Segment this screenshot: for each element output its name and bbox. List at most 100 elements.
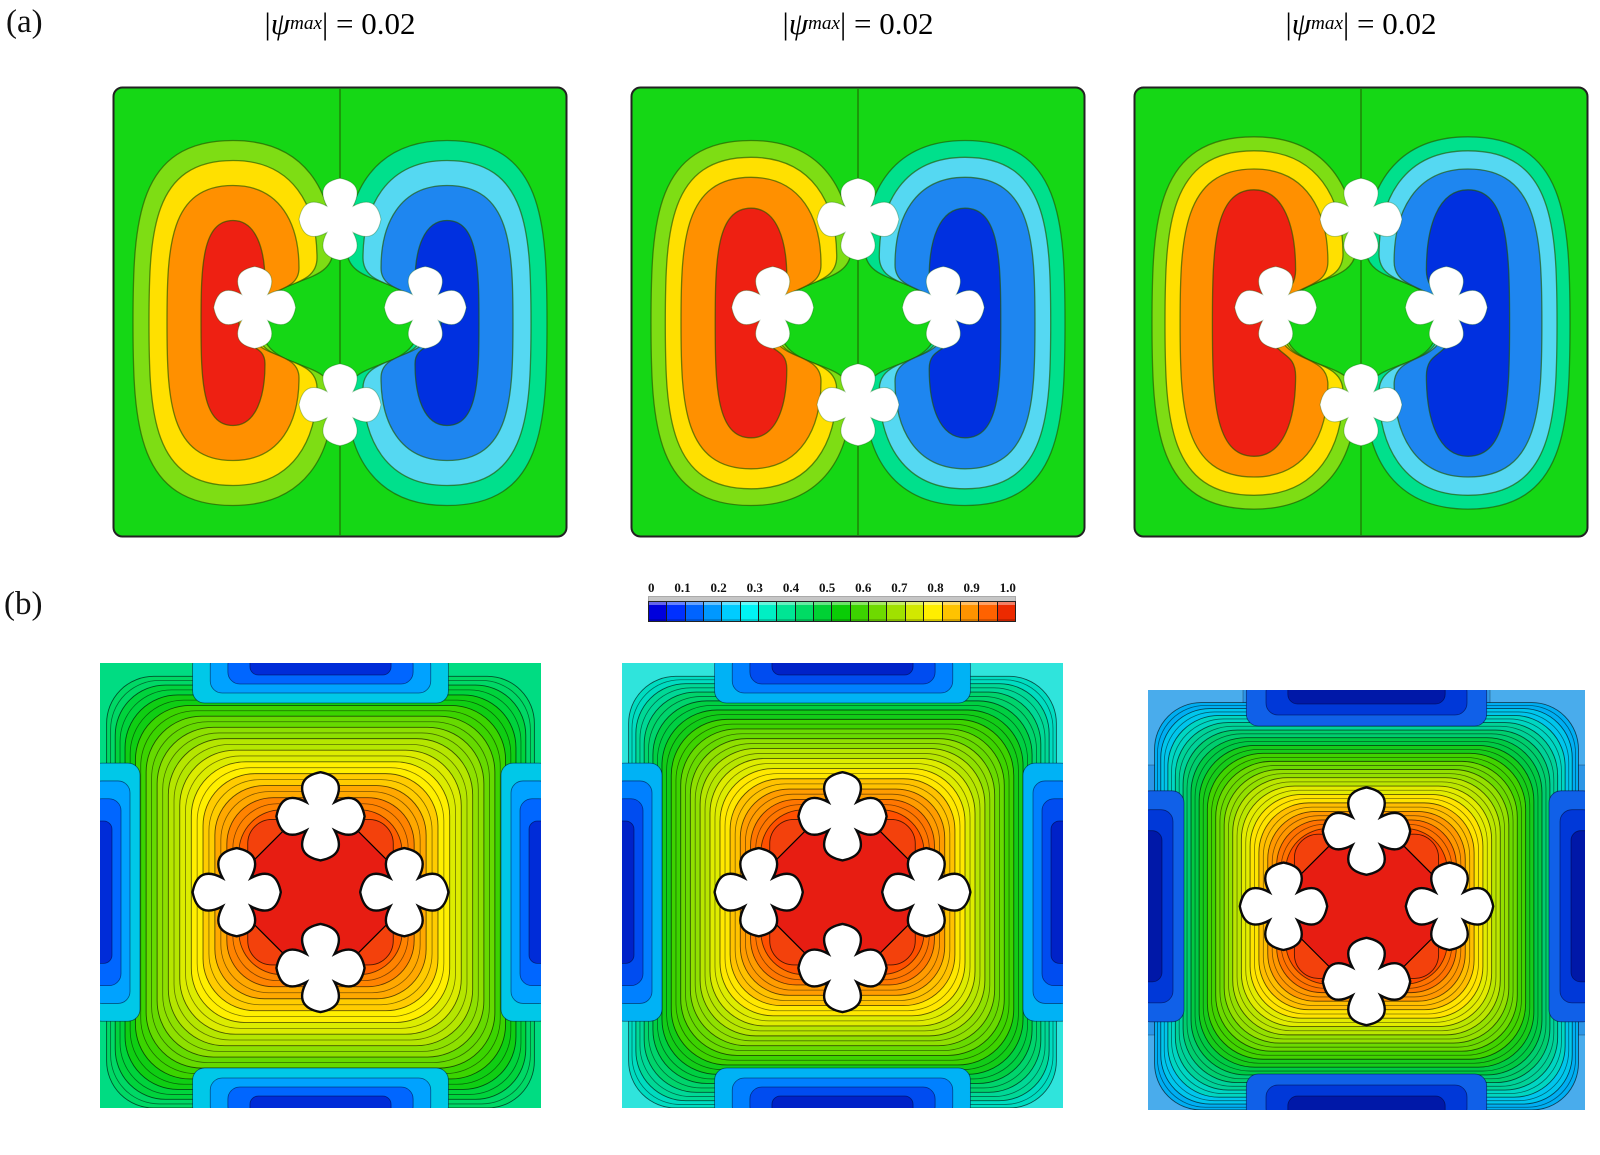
colorbar-tick-label: 0.3 [746,580,763,595]
cross-obstacle [797,922,888,1014]
cross-obstacle [901,265,985,350]
isotherm-panel-2 [622,663,1063,1108]
colorbar-tick-label: 0.1 [674,580,691,595]
streamfunction-panel-1-svg [112,86,568,538]
colorbar-cell [869,602,888,621]
colorbar-cell [997,602,1015,621]
cross-obstacle [1321,936,1412,1027]
cross-obstacles [213,177,467,447]
isotherm-panel-1-svg [100,663,541,1108]
cross-obstacle [275,922,366,1014]
isotherm-panel-1 [100,663,541,1108]
cross-obstacle [1238,861,1329,952]
colorbar-tick-label: 0.9 [963,580,980,595]
colorbar-cell [887,602,906,621]
colorbar-cell [667,602,686,621]
colorbar-cell [722,602,741,621]
cross-obstacle [1319,177,1403,261]
cross-obstacle [1404,861,1495,952]
cross-obstacle [816,363,900,447]
colorbar-cell [759,602,778,621]
cross-obstacle [213,265,297,350]
psi-bar-open: | [1285,6,1292,41]
colorbar-ticks: 0 0.1 0.2 0.3 0.4 0.5 0.6 0.7 0.8 0.9 1.0 [648,580,1016,596]
psi-value: | = 0.02 [322,6,416,41]
colorbar-cell [777,602,796,621]
contour-line [1228,773,1505,1040]
cross-obstacle [1321,786,1412,877]
colorbar: 0 0.1 0.2 0.3 0.4 0.5 0.6 0.7 0.8 0.9 1.0 [648,580,1016,622]
colorbar-cell [740,602,760,621]
cross-obstacle [298,363,382,447]
hot-core [749,799,936,985]
colorbar-cell [905,602,925,621]
streamfunction-panel-3-svg [1133,86,1589,538]
contour-line [1194,741,1539,1072]
isotherm-panel-3 [1148,690,1585,1110]
contour-line [694,743,991,1042]
colorbar-cell [942,602,961,621]
colorbar-tick-label: 0.2 [710,580,727,595]
psi-bar-open: | [782,6,789,41]
panel-title-3: | ψ max | = 0.02 [1285,6,1437,41]
colorbar-cells [648,601,1016,622]
contour-line [151,721,490,1064]
cross-obstacle [797,770,888,862]
colorbar-cell [924,602,943,621]
psi-bar-open: | [264,6,271,41]
cross-obstacles [731,177,985,447]
psi-symbol: ψ [788,6,809,41]
contour-line [1236,781,1497,1032]
colorbar-tick-label: 0.5 [818,580,836,595]
cross-obstacle [191,846,283,938]
contour-line [675,723,1010,1061]
psi-symbol: ψ [270,6,291,41]
contour-line [173,743,468,1041]
cross-obstacles [1234,177,1488,447]
row-label-b: (b) [4,586,43,622]
isotherm-panel-3-svg [1148,690,1585,1110]
cross-obstacle [275,770,366,862]
isotherm-panel-2-svg [622,663,1063,1108]
cross-obstacles [191,770,450,1014]
colorbar-cell [685,602,705,621]
streamfunction-panel-3 [1133,86,1589,538]
colorbar-cell [795,602,815,621]
panel-title-2: | ψ max | = 0.02 [782,6,934,41]
colorbar-tick-label: 0.6 [855,580,872,595]
colorbar-tick-label: 0.7 [891,580,908,595]
colorbar-strip [648,596,1016,601]
cross-obstacle [880,846,972,938]
streamfunction-panel-2-svg [630,86,1086,538]
contour-line [1211,756,1522,1056]
contour-line [704,753,981,1032]
colorbar-cell [832,602,851,621]
cross-obstacles [1238,786,1495,1027]
contour-line [685,733,1000,1051]
hot-core [1274,814,1459,998]
colorbar-tick-label: 0 [648,580,655,595]
contour-line [185,755,456,1029]
cross-obstacle [358,846,450,938]
cross-obstacle [298,177,382,261]
colorbar-cell [960,602,980,621]
cross-obstacle [713,846,805,938]
colorbar-tick-label: 0.4 [782,580,800,595]
cold-edge-patches [622,663,1063,1108]
colorbar-cell [850,602,870,621]
cold-edge-patches [1148,690,1585,1110]
psi-value: | = 0.02 [1343,6,1437,41]
contour-line [1219,765,1514,1048]
colorbar-tick-label: 1.0 [999,580,1016,595]
cross-obstacle [816,177,900,261]
cross-obstacle [1234,265,1318,350]
cross-obstacle [383,265,467,350]
colorbar-cell [704,602,723,621]
cross-obstacle [731,265,815,350]
panel-title-1: | ψ max | = 0.02 [264,6,416,41]
contour-line [1202,748,1531,1064]
psi-symbol: ψ [1291,6,1312,41]
hot-core [227,799,414,985]
streamfunction-panel-1 [112,86,568,538]
